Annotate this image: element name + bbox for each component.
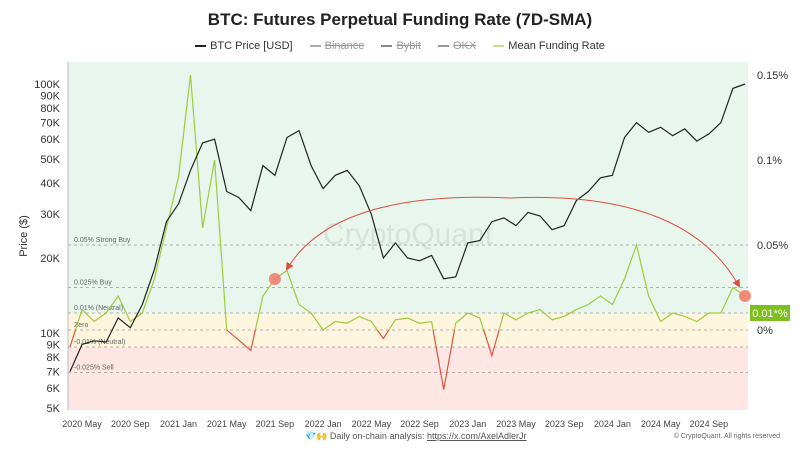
watermark: CryptoQuant <box>323 218 494 251</box>
x-tick-label: 2023 May <box>496 419 536 429</box>
band-label: Zero <box>74 322 89 329</box>
highlight-marker <box>268 273 281 285</box>
legend-item-binance[interactable]: Binance <box>309 40 365 52</box>
x-tick-label: 2021 Sep <box>256 419 295 429</box>
y-left-tick-label: 20K <box>40 253 60 265</box>
y-left-tick-label: 7K <box>47 367 61 379</box>
y-right-tick-label: 0.15% <box>757 70 788 82</box>
y-left-tick-label: 8K <box>47 352 61 364</box>
legend-item-btc-price[interactable]: BTC Price [USD] <box>195 40 293 52</box>
y-left-tick-label: 10K <box>40 328 60 340</box>
y-left-tick-label: 30K <box>40 209 60 221</box>
x-tick-label: 2023 Sep <box>545 419 584 429</box>
y-right-tick-label: 0.05% <box>757 240 788 252</box>
chart-title: BTC: Futures Perpetual Funding Rate (7D-… <box>207 10 593 29</box>
legend-item-mean-funding-rate[interactable]: Mean Funding Rate <box>493 40 605 52</box>
y-left-tick-label: 9K <box>47 339 61 351</box>
band-label: -0.025% Sell <box>74 365 114 372</box>
footer-text: 💎🙌 Daily on-chain analysis: <box>305 431 427 441</box>
y-left-tick-label: 60K <box>40 134 60 146</box>
x-tick-label: 2022 Jan <box>305 419 342 429</box>
x-tick-label: 2021 May <box>207 419 247 429</box>
y-left-tick-label: 100K <box>34 79 60 91</box>
band-label: 0.01% (Neutral) <box>74 305 123 312</box>
x-tick-label: 2020 May <box>62 419 102 429</box>
footer-link[interactable]: https://x.com/AxelAdlerJr <box>426 431 527 441</box>
y-left-tick-label: 70K <box>40 118 60 130</box>
sell-zone <box>68 347 748 410</box>
highlight-marker <box>739 290 751 302</box>
y-left-tick-label: 40K <box>40 178 60 190</box>
legend-label: OKX <box>453 40 477 52</box>
legend-item-bybit[interactable]: Bybit <box>381 40 421 52</box>
y-left-tick-label: 5K <box>47 403 61 415</box>
legend-label: Bybit <box>396 40 421 52</box>
x-tick-label: 2023 Jan <box>449 419 486 429</box>
x-tick-label: 2024 Sep <box>690 419 729 429</box>
y-left-tick-label: 80K <box>40 103 60 115</box>
y-axis-label: Price ($) <box>18 215 30 257</box>
x-tick-label: 2020 Sep <box>111 419 150 429</box>
x-tick-label: 2024 Jan <box>594 419 631 429</box>
band-label: 0.025% Buy <box>74 280 112 287</box>
x-tick-label: 2022 Sep <box>400 419 439 429</box>
legend-label: BTC Price [USD] <box>210 40 293 52</box>
legend-item-okx[interactable]: OKX <box>438 40 476 52</box>
x-tick-label: 2022 May <box>352 419 392 429</box>
x-tick-label: 2024 May <box>641 419 681 429</box>
buy-zone <box>68 62 748 313</box>
y-left-tick-label: 6K <box>47 383 61 395</box>
copyright: © CryptoQuant. All rights reserved <box>673 433 780 440</box>
current-value-badge <box>750 305 790 321</box>
y-right-tick-label: 0% <box>757 325 773 337</box>
arc-arrow-right <box>509 196 740 288</box>
arc-arrow-left <box>285 196 510 271</box>
funding-rate-line-positive <box>74 74 746 330</box>
legend: BTC Price [USD] Binance Bybit OKX Mean F… <box>0 38 800 52</box>
legend-label: Binance <box>324 40 365 52</box>
footer: 💎🙌 Daily on-chain analysis: https://x.co… <box>305 431 527 442</box>
current-value-label: 0.01*% <box>752 308 788 320</box>
y-left-tick-label: 50K <box>40 154 60 166</box>
btc-price-line <box>69 83 746 372</box>
y-right-tick-label: 0.1% <box>757 155 782 167</box>
legend-label: Mean Funding Rate <box>508 40 605 52</box>
x-tick-label: 2021 Jan <box>160 419 197 429</box>
y-left-tick-label: 90K <box>40 90 60 102</box>
band-label: 0.05% Strong Buy <box>74 237 131 244</box>
band-label: -0.01% (Neutral) <box>74 339 125 346</box>
